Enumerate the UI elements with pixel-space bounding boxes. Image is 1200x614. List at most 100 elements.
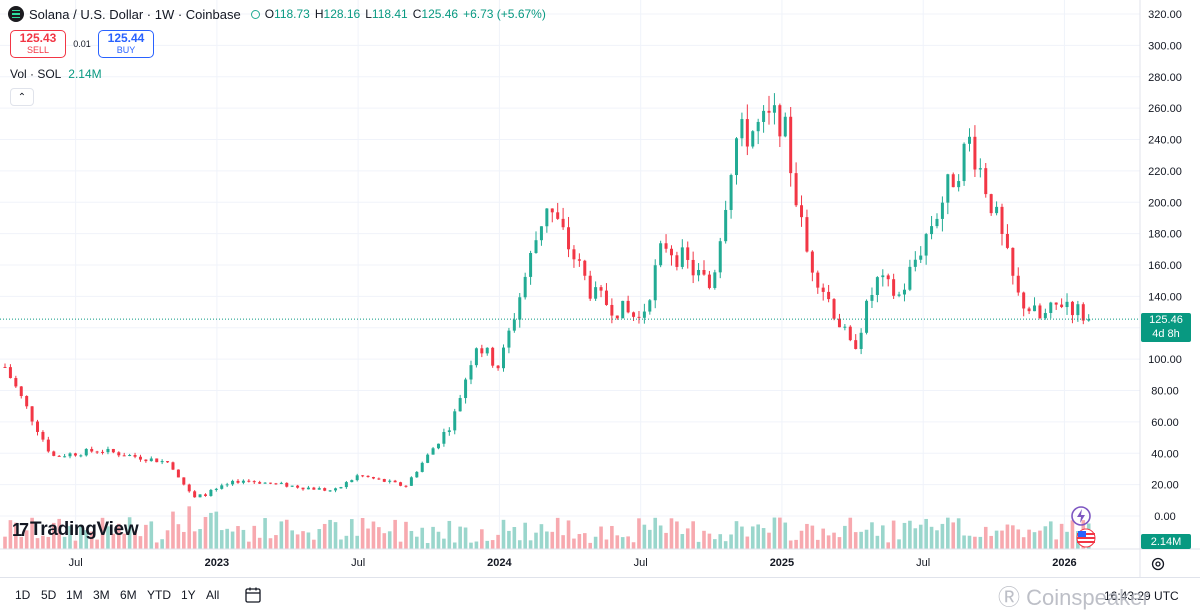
- volume-bar: [582, 533, 587, 549]
- volume-bar: [935, 530, 939, 549]
- range-ytd-button[interactable]: YTD: [147, 588, 171, 602]
- candle-body: [713, 272, 717, 288]
- range-3m-button[interactable]: 3M: [93, 588, 110, 602]
- candle-body: [810, 251, 814, 273]
- volume-bar: [263, 518, 267, 549]
- candle-body: [989, 194, 993, 214]
- volume-bar: [702, 530, 706, 549]
- volume-bar: [978, 536, 983, 549]
- range-5d-button[interactable]: 5D: [41, 588, 57, 602]
- volume-bar: [545, 531, 549, 549]
- buy-button[interactable]: 125.44 BUY: [98, 30, 154, 58]
- candle-body: [399, 482, 403, 486]
- volume-bar: [387, 531, 392, 549]
- volume-bar: [198, 529, 202, 549]
- sell-label: SELL: [26, 44, 50, 55]
- last-volume-tag: 2.14M: [1141, 534, 1191, 549]
- candle-body: [1060, 304, 1064, 308]
- volume-bar: [745, 536, 750, 549]
- volume-bar: [106, 526, 110, 549]
- candle-body: [556, 212, 560, 219]
- candle-body: [263, 482, 267, 484]
- volume-bar: [669, 518, 674, 549]
- candle-body: [25, 396, 29, 407]
- candle-body: [594, 287, 598, 299]
- candle-body: [203, 494, 207, 496]
- volume-value: 2.14M: [68, 67, 102, 81]
- volume-bar: [799, 530, 804, 549]
- go-to-date-calendar-icon[interactable]: [244, 586, 262, 604]
- candle-body: [707, 274, 711, 288]
- candle-body: [46, 439, 50, 452]
- candle-body: [653, 265, 657, 301]
- volume-bar: [24, 530, 29, 549]
- market-status-icon[interactable]: [250, 9, 260, 19]
- candle-body: [588, 275, 592, 299]
- range-all-button[interactable]: All: [206, 588, 220, 602]
- candle-body: [171, 462, 175, 470]
- range-1d-button[interactable]: 1D: [15, 588, 31, 602]
- candle-body: [865, 300, 869, 333]
- candle-body: [762, 110, 766, 122]
- volume-bar: [826, 535, 831, 549]
- candle-body: [436, 443, 440, 449]
- candle-body: [729, 175, 733, 210]
- last-price-value: 125.46: [1149, 313, 1183, 326]
- volume-bar: [870, 522, 874, 549]
- volume-bar: [268, 538, 273, 549]
- volume-bar: [409, 530, 414, 549]
- candle-body: [957, 181, 961, 188]
- volume-bar: [301, 531, 305, 549]
- volume-bar: [983, 526, 988, 549]
- range-1y-button[interactable]: 1Y: [181, 588, 196, 602]
- volume-bar: [566, 520, 571, 549]
- volume-bar: [881, 525, 885, 549]
- candle-body: [686, 247, 690, 260]
- candle-body: [30, 406, 34, 422]
- close-label: C: [412, 7, 422, 21]
- volume-bar: [956, 518, 961, 549]
- volume-bar: [344, 535, 349, 549]
- volume-bar: [328, 519, 332, 549]
- settings-gear-icon[interactable]: [1150, 556, 1166, 572]
- volume-bar: [631, 542, 636, 549]
- symbol-title[interactable]: Solana / U.S. Dollar · 1W · Coinbase: [29, 6, 241, 22]
- candle-body: [393, 480, 397, 483]
- candle-body: [778, 105, 782, 137]
- candle-body: [3, 366, 7, 368]
- price-chart[interactable]: 0.0020.0040.0060.0080.00100.00120.00140.…: [0, 0, 1200, 577]
- volume-bar: [290, 530, 294, 549]
- tradingview-logo[interactable]: 17 TradingView: [12, 519, 139, 541]
- candle-body: [995, 206, 999, 214]
- volume-bar: [214, 511, 219, 549]
- candle-body: [474, 348, 478, 366]
- candle-body: [1065, 301, 1069, 308]
- candle-body: [962, 143, 966, 182]
- volume-bar: [756, 524, 760, 549]
- candle-body: [897, 294, 901, 296]
- candle-body: [52, 451, 56, 456]
- lightning-icon[interactable]: [1070, 505, 1092, 527]
- candle-body: [669, 248, 673, 256]
- volume-bars: [3, 506, 1091, 549]
- candle-body: [404, 485, 408, 487]
- volume-bar: [1027, 529, 1031, 549]
- candle-body: [919, 255, 923, 260]
- us-flag-icon[interactable]: [1072, 528, 1100, 548]
- candle-body: [621, 300, 625, 319]
- candle-body: [648, 300, 652, 312]
- volume-bar: [73, 540, 78, 549]
- sell-button[interactable]: 125.43 SELL: [10, 30, 66, 58]
- volume-legend[interactable]: Vol · SOL 2.14M: [10, 67, 102, 81]
- volume-bar: [967, 535, 972, 549]
- collapse-legend-button[interactable]: ⌃: [10, 88, 34, 106]
- candle-body: [106, 448, 110, 453]
- utc-clock[interactable]: 16:43:29 UTC: [1104, 589, 1179, 603]
- candle-body: [209, 489, 213, 496]
- volume-bar: [51, 522, 56, 549]
- candle-body: [1033, 305, 1037, 312]
- range-6m-button[interactable]: 6M: [120, 588, 137, 602]
- range-1m-button[interactable]: 1M: [66, 588, 83, 602]
- solana-logo-icon[interactable]: [8, 6, 24, 22]
- volume-bar: [691, 521, 695, 549]
